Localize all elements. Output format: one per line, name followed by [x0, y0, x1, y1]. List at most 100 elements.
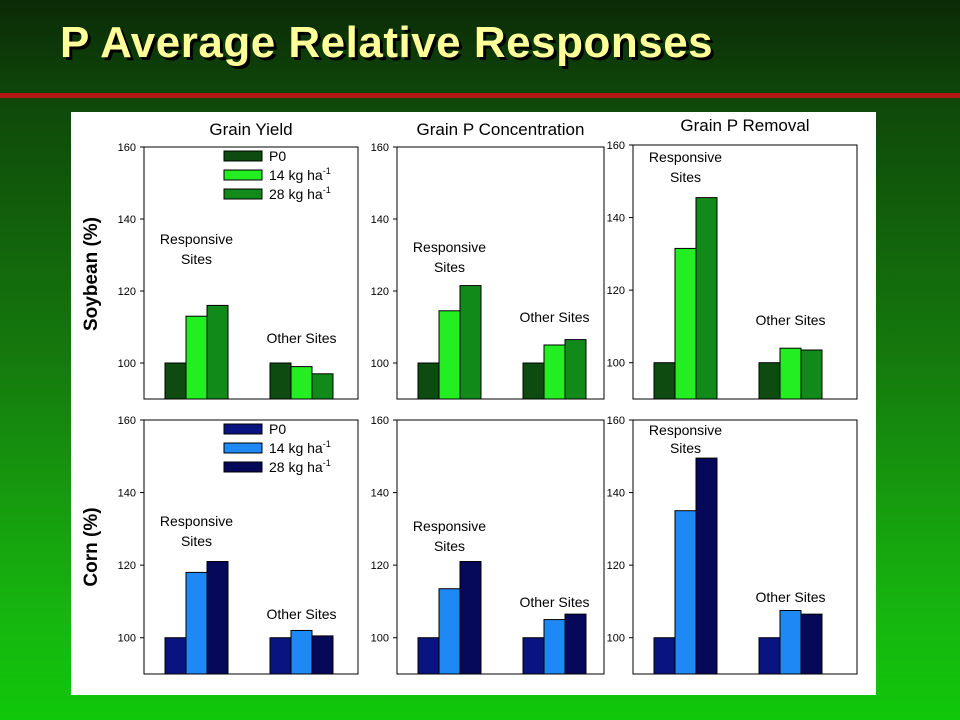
legend-label: 28 kg ha-1 [269, 185, 331, 202]
chart-title: Grain P Removal [680, 116, 809, 135]
chart-panel-3: 100 120 140 160 Grain P Removal Responsive Sit… [607, 116, 858, 400]
bar [459, 285, 482, 400]
y-tick-label: 100 [371, 358, 389, 370]
legend-superscript: -1 [323, 458, 331, 468]
bar [206, 304, 229, 400]
legend-swatch [223, 423, 263, 435]
bar [695, 197, 718, 400]
y-tick-label: 160 [371, 415, 389, 427]
chart-panel-2: 100 120 140 160 Grain P Concentration Respons… [371, 120, 605, 400]
annotation-responsive-sites: Sites [434, 259, 465, 275]
bar [522, 362, 545, 400]
chart-panel-4: 100 120 140 160 Responsive Sites Other Sites P0… [118, 415, 359, 675]
bar [564, 339, 587, 400]
y-tick-label: 120 [607, 285, 625, 297]
legend-swatch [223, 169, 263, 181]
bar [438, 310, 461, 400]
legend-swatch [223, 188, 263, 200]
bar [438, 588, 461, 675]
bar [779, 347, 802, 400]
legend-superscript: -1 [323, 166, 331, 176]
y-tick-label: 140 [607, 488, 625, 500]
bar [779, 610, 802, 675]
bar [311, 635, 334, 675]
y-tick-label: 120 [371, 286, 389, 298]
annotation-responsive-sites: Responsive [413, 239, 486, 255]
legend-label: 14 kg ha-1 [269, 166, 331, 183]
annotation-other-sites: Other Sites [266, 330, 336, 346]
bar [800, 613, 823, 675]
legend-label: P0 [269, 421, 286, 437]
plot-frame [396, 146, 605, 400]
y-tick-label: 140 [118, 488, 136, 500]
annotation-responsive-sites: Sites [434, 538, 465, 554]
bar [543, 619, 566, 675]
bar [185, 571, 208, 675]
row-label-corn: Corn (%) [81, 507, 102, 586]
annotation-responsive-sites: Sites [181, 533, 212, 549]
bar [185, 315, 208, 400]
chart-panel-area: 100 120 140 160 Grain Yield Responsive Sites Ot… [71, 112, 876, 695]
plot-frame [632, 419, 858, 675]
y-tick-label: 160 [118, 415, 136, 427]
bar [164, 637, 187, 675]
annotation-responsive-sites: Sites [181, 251, 212, 267]
chart-title: Grain P Concentration [417, 120, 585, 139]
y-tick-label: 100 [607, 358, 625, 370]
legend-superscript: -1 [323, 185, 331, 195]
y-tick-label: 120 [607, 560, 625, 572]
bar [543, 344, 566, 400]
plot-frame [632, 144, 858, 400]
y-tick-label: 100 [118, 358, 136, 370]
bar [695, 457, 718, 675]
y-tick-label: 140 [118, 214, 136, 226]
y-tick-label: 160 [607, 140, 625, 152]
bar [269, 637, 292, 675]
legend-superscript: -1 [323, 439, 331, 449]
bar [164, 362, 187, 400]
annotation-responsive-sites: Responsive [649, 422, 722, 438]
y-tick-label: 120 [371, 560, 389, 572]
y-tick-label: 160 [118, 142, 136, 154]
annotation-other-sites: Other Sites [755, 312, 825, 328]
y-tick-label: 100 [607, 633, 625, 645]
annotation-responsive-sites: Responsive [413, 518, 486, 534]
legend-label: 14 kg ha-1 [269, 439, 331, 456]
annotation-responsive-sites: Responsive [160, 231, 233, 247]
bar [674, 510, 697, 675]
legend-swatch [223, 442, 263, 454]
y-tick-label: 160 [371, 142, 389, 154]
bar [522, 637, 545, 675]
bar [290, 629, 313, 675]
bar [459, 561, 482, 675]
annotation-other-sites: Other Sites [266, 606, 336, 622]
y-tick-label: 140 [607, 213, 625, 225]
annotation-responsive-sites: Sites [670, 440, 701, 456]
bar [417, 637, 440, 675]
y-tick-label: 120 [118, 560, 136, 572]
title-divider [0, 93, 960, 98]
legend-swatch [223, 461, 263, 473]
bar [653, 362, 676, 400]
chart-panel-6: 100 120 140 160 Responsive Sites Other Sites [607, 415, 858, 675]
y-tick-label: 140 [371, 214, 389, 226]
bar [206, 561, 229, 675]
y-tick-label: 100 [371, 633, 389, 645]
annotation-other-sites: Other Sites [519, 594, 589, 610]
annotation-other-sites: Other Sites [519, 309, 589, 325]
bar [758, 362, 781, 400]
chart-panel-5: 100 120 140 160 Responsive Sites Other Sites [371, 415, 605, 675]
y-tick-label: 140 [371, 488, 389, 500]
bar [290, 366, 313, 400]
legend-label: P0 [269, 148, 286, 164]
bar [269, 362, 292, 400]
bar [800, 349, 823, 400]
annotation-responsive-sites: Responsive [160, 513, 233, 529]
bar [758, 637, 781, 675]
chart-panel-1: 100 120 140 160 Grain Yield Responsive Sites Ot… [118, 120, 359, 400]
bar [311, 373, 334, 400]
plot-frame [143, 419, 359, 675]
y-tick-label: 120 [118, 286, 136, 298]
bar [564, 613, 587, 675]
annotation-responsive-sites: Responsive [649, 149, 722, 165]
